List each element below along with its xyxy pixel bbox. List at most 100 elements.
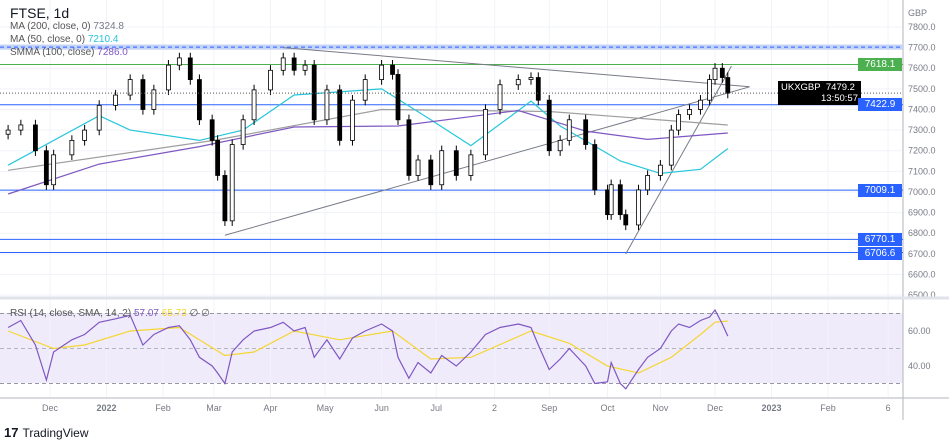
last-price: 7479.2 xyxy=(825,82,855,93)
rsi-tick-label: 60.00 xyxy=(908,326,931,336)
candle-body xyxy=(302,64,308,71)
candle-body xyxy=(113,94,118,106)
candle-body xyxy=(229,144,235,222)
candle-body xyxy=(197,79,202,121)
candle-body xyxy=(151,89,157,110)
candle-body xyxy=(415,159,421,176)
candle-body xyxy=(698,99,703,110)
candle-body xyxy=(725,77,731,94)
legend-value: 57.07 xyxy=(133,308,159,319)
candle-body xyxy=(617,184,623,216)
x-tick-label: Nov xyxy=(652,403,669,413)
trendline xyxy=(283,47,750,88)
candle-body xyxy=(127,79,133,96)
candle-body xyxy=(676,114,681,131)
candle-body xyxy=(33,124,38,152)
candle-body xyxy=(43,150,49,186)
x-tick-label: 2 xyxy=(492,403,497,413)
candle-body xyxy=(535,77,541,101)
legend-rsi[interactable]: RSI (14, close, SMA, 14, 2) 57.07 65.73 … xyxy=(10,308,210,319)
candle-body xyxy=(187,57,193,80)
candle-body xyxy=(719,67,725,78)
price-tag-7618: 7618.1 xyxy=(858,58,902,71)
legend-value: 7286.0 xyxy=(97,47,128,58)
x-tick-label: 2023 xyxy=(761,403,781,413)
legend-value: 7210.4 xyxy=(87,34,119,45)
y-tick-label: 7600.0 xyxy=(908,63,936,73)
y-tick-label: 6700.0 xyxy=(908,249,936,259)
candle-body xyxy=(528,77,534,80)
smma100-line xyxy=(7,109,728,195)
candle-body xyxy=(222,175,228,222)
legend-ma200[interactable]: MA (200, close, 0) 7324.8 xyxy=(10,21,124,32)
candle-body xyxy=(268,69,273,91)
candle-body xyxy=(515,79,521,86)
trendline xyxy=(625,65,732,255)
candle-body xyxy=(209,119,215,141)
legend-value: 7324.8 xyxy=(93,21,124,32)
y-tick-label: 6600.0 xyxy=(908,269,936,279)
candle-body xyxy=(592,144,598,191)
candle-body xyxy=(623,214,629,226)
candle-body xyxy=(483,109,488,156)
candle-body xyxy=(566,119,572,141)
x-tick-label: Jul xyxy=(431,403,443,413)
candle-body xyxy=(240,119,246,145)
candle-body xyxy=(395,74,401,121)
x-tick-label: Apr xyxy=(263,403,277,413)
x-tick-label: Jun xyxy=(374,403,389,413)
y-tick-label: 6500.0 xyxy=(908,290,936,300)
y-tick-label: 7700.0 xyxy=(908,43,936,53)
candle-body xyxy=(5,129,11,135)
candle-body xyxy=(362,79,368,101)
y-tick-label: 7000.0 xyxy=(908,187,936,197)
x-tick-label: May xyxy=(317,403,335,413)
currency-label: GBP xyxy=(908,8,928,18)
ma50-line xyxy=(7,88,729,175)
candle-body xyxy=(18,124,24,131)
rsi-sma-line xyxy=(7,320,728,374)
legend-label: SMMA (100, close) xyxy=(10,47,95,58)
legend-extra: ∅ ∅ xyxy=(189,308,210,319)
price-tag-6770: 6770.1 xyxy=(858,233,902,246)
candle-body xyxy=(291,57,297,71)
candle-body xyxy=(69,140,75,156)
candle-body xyxy=(657,164,663,176)
legend-label: MA (50, close, 0) xyxy=(10,34,86,45)
legend-smma100[interactable]: SMMA (100, close) 7286.0 xyxy=(10,47,128,58)
ma200-line xyxy=(8,108,728,171)
y-tick-label: 7300.0 xyxy=(908,125,936,135)
price-tag-7009: 7009.1 xyxy=(858,184,902,197)
legend-label: RSI (14, close, SMA, 14, 2) xyxy=(10,308,132,319)
y-tick-label: 7500.0 xyxy=(908,84,936,94)
legend-ma50[interactable]: MA (50, close, 0) 7210.4 xyxy=(10,34,118,45)
candle-body xyxy=(324,89,330,121)
candle-body xyxy=(96,104,102,131)
legend-label: MA (200, close, 0) xyxy=(10,21,91,32)
rsi-tick-label: 40.00 xyxy=(908,361,931,371)
candle-body xyxy=(390,64,395,75)
symbol-label: UKXGBP xyxy=(781,82,821,93)
x-tick-label: Oct xyxy=(601,403,616,413)
countdown: 13:50:57 xyxy=(821,93,858,104)
candle-body xyxy=(280,57,286,71)
y-tick-label: 7100.0 xyxy=(908,166,936,176)
candle-body xyxy=(215,140,221,176)
rsi-line xyxy=(7,308,729,390)
y-tick-label: 7200.0 xyxy=(908,146,936,156)
tradingview-logo[interactable]: 17 TradingView xyxy=(4,425,89,440)
candle-body xyxy=(707,79,712,101)
y-tick-label: 7400.0 xyxy=(908,104,936,114)
candle-body xyxy=(497,84,503,110)
candle-body xyxy=(712,67,718,80)
candle-body xyxy=(687,109,692,116)
x-tick-label: 6 xyxy=(886,403,891,413)
x-tick-label: Feb xyxy=(155,403,171,413)
tradingview-logo-icon: 17 xyxy=(4,425,19,440)
candle-body xyxy=(379,64,385,80)
candle-body xyxy=(668,129,674,166)
candle-body xyxy=(140,79,146,110)
y-tick-label: 6900.0 xyxy=(908,208,936,218)
x-tick-label: Feb xyxy=(820,403,836,413)
